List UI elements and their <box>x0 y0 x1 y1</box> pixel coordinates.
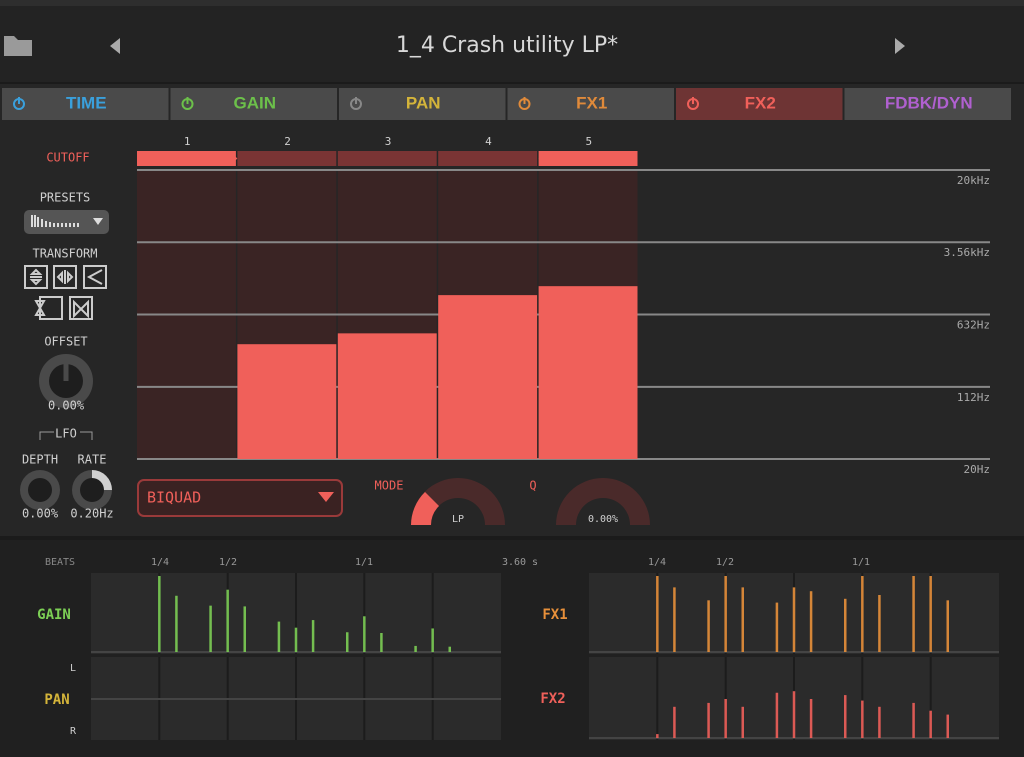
q-value: 0.00% <box>588 514 618 525</box>
tab-label: TIME <box>66 93 107 112</box>
tab[interactable] <box>170 88 338 120</box>
mode-value: LP <box>452 514 464 525</box>
q-label: Q <box>529 479 536 493</box>
y-tick-label: 632Hz <box>957 319 990 332</box>
length-label: 3.60 s <box>502 557 538 568</box>
prev-preset[interactable] <box>110 38 120 54</box>
loop-end-arrow <box>538 151 547 166</box>
top-edge <box>0 0 1024 6</box>
tab-label: GAIN <box>234 93 277 112</box>
cutoff-bar <box>538 286 638 459</box>
mode-knob[interactable] <box>411 478 505 525</box>
depth-knob-center <box>28 478 52 502</box>
step-header <box>438 151 538 166</box>
presets-dropdown[interactable] <box>24 210 109 234</box>
preset-title: 1_4 Crash utility LP* <box>396 33 618 58</box>
step-number: 4 <box>485 135 492 148</box>
next-preset[interactable] <box>895 38 905 54</box>
tab-label: FX2 <box>745 93 776 112</box>
step-number: 1 <box>184 135 191 148</box>
pan-left-label: L <box>70 663 76 674</box>
tab-label: FDBK/DYN <box>885 93 973 112</box>
step-number: 5 <box>585 135 592 148</box>
step-number: 2 <box>284 135 291 148</box>
step-header <box>337 151 437 166</box>
step-header <box>137 151 236 166</box>
q-knob[interactable] <box>556 478 650 525</box>
rate-value: 0.20Hz <box>70 507 113 521</box>
step-number: 3 <box>385 135 392 148</box>
transform-squeeze-h[interactable] <box>69 296 93 320</box>
y-tick-label: 20kHz <box>957 174 990 187</box>
folder-icon[interactable] <box>4 36 32 56</box>
marker-half: 1/2 <box>219 557 237 568</box>
marker-quarter: 1/4 <box>151 557 169 568</box>
tab-label: FX1 <box>576 93 607 112</box>
tab[interactable] <box>339 88 506 120</box>
pan-right-label: R <box>70 726 77 737</box>
cutoff-bar <box>237 344 337 459</box>
transform-icons <box>29 268 103 319</box>
lane-label: PAN <box>44 692 69 708</box>
mode-label: MODE <box>375 479 404 493</box>
tab[interactable] <box>507 88 675 120</box>
transform-flip-v[interactable] <box>24 265 48 289</box>
filter-type-dropdown[interactable] <box>137 479 343 517</box>
step-header <box>237 151 337 166</box>
transform-skew[interactable] <box>83 265 107 289</box>
transform-label: TRANSFORM <box>32 247 97 261</box>
y-tick-label: 20Hz <box>964 463 991 476</box>
presets-label: PRESETS <box>40 191 91 205</box>
tab[interactable] <box>2 88 169 120</box>
filter-type: BIQUAD <box>147 489 201 507</box>
lfo-bracket <box>39 431 93 440</box>
lane-label: FX2 <box>540 691 565 707</box>
marker-whole: 1/1 <box>355 557 373 568</box>
transform-flip-h[interactable] <box>53 265 77 289</box>
y-tick-label: 3.56kHz <box>944 246 990 259</box>
tab[interactable] <box>676 88 843 120</box>
cutoff-bar <box>438 295 538 459</box>
offset-label: OFFSET <box>44 335 87 349</box>
beats-label: BEATS <box>45 557 75 568</box>
offset-value: 0.00% <box>48 399 85 413</box>
top-bar <box>0 0 1024 82</box>
depth-label: DEPTH <box>22 453 58 467</box>
tab-label: PAN <box>406 93 441 112</box>
marker-whole: 1/1 <box>852 557 870 568</box>
presets-icon <box>31 215 79 227</box>
marker-quarter: 1/4 <box>648 557 666 568</box>
rate-knob-center <box>80 478 104 502</box>
y-tick-label: 112Hz <box>957 391 990 404</box>
marker-half: 1/2 <box>716 557 734 568</box>
step-header <box>538 151 638 166</box>
cutoff-label: CUTOFF <box>46 151 89 165</box>
rate-label: RATE <box>78 453 107 467</box>
depth-value: 0.00% <box>22 507 59 521</box>
loop-start-arrow <box>229 151 238 166</box>
mode-knob-active <box>411 492 439 525</box>
dropdown-arrow <box>93 218 103 225</box>
lane-label: FX1 <box>542 607 567 623</box>
cutoff-bar <box>337 333 437 459</box>
lfo-label: LFO <box>55 427 77 441</box>
filter-dropdown-arrow <box>318 492 334 502</box>
tab[interactable] <box>844 88 1012 120</box>
lane-label: GAIN <box>37 607 71 623</box>
